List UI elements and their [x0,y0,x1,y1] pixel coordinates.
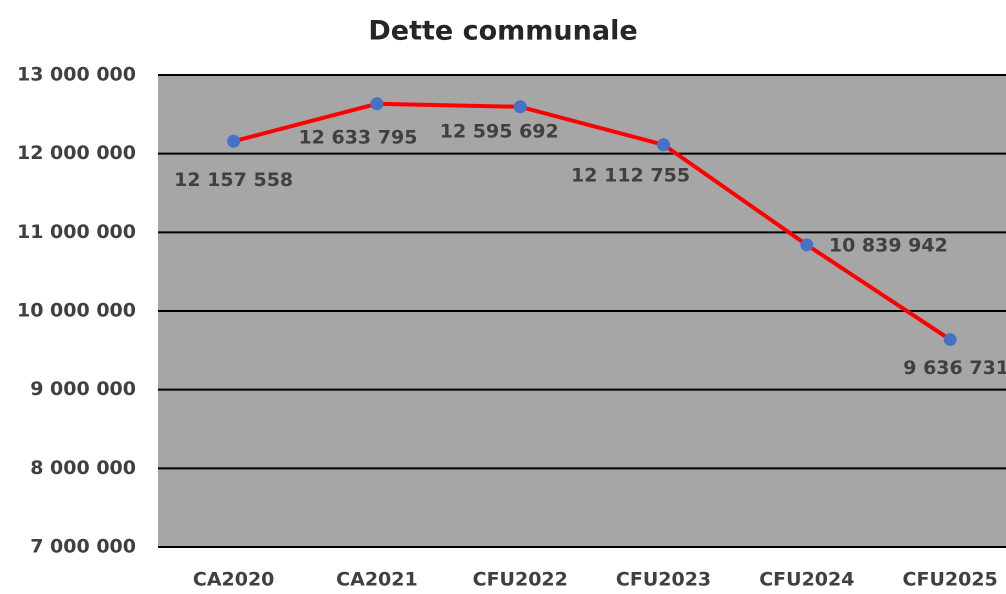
data-line [233,101,952,342]
data-label: 9 636 731 [903,357,1006,379]
y-tick-label: 10 000 000 [17,300,136,322]
data-label: 12 633 795 [298,126,417,148]
data-point [657,138,671,152]
y-tick-label: 9 000 000 [30,378,136,400]
y-tick-label: 8 000 000 [30,457,136,479]
data-label: 12 112 755 [571,164,690,186]
y-tick-label: 11 000 000 [17,221,136,243]
chart-title: Dette communale [368,16,637,47]
x-tick-label: CA2021 [336,569,418,591]
data-label: 12 595 692 [440,120,559,142]
y-tick-label: 7 000 000 [30,536,136,558]
y-tick-label: 12 000 000 [17,142,136,164]
data-point [943,333,957,347]
data-point [227,134,241,148]
data-point [370,97,384,111]
data-point [513,100,527,114]
x-tick-label: CFU2022 [473,569,568,591]
y-tick-label: 13 000 000 [17,64,136,86]
x-tick-label: CFU2023 [616,569,711,591]
data-label: 12 157 558 [174,169,293,191]
data-point [800,238,814,252]
x-tick-label: CFU2024 [759,569,854,591]
x-tick-label: CFU2025 [903,569,998,591]
x-tick-label: CA2020 [193,569,275,591]
data-label: 10 839 942 [829,234,948,256]
